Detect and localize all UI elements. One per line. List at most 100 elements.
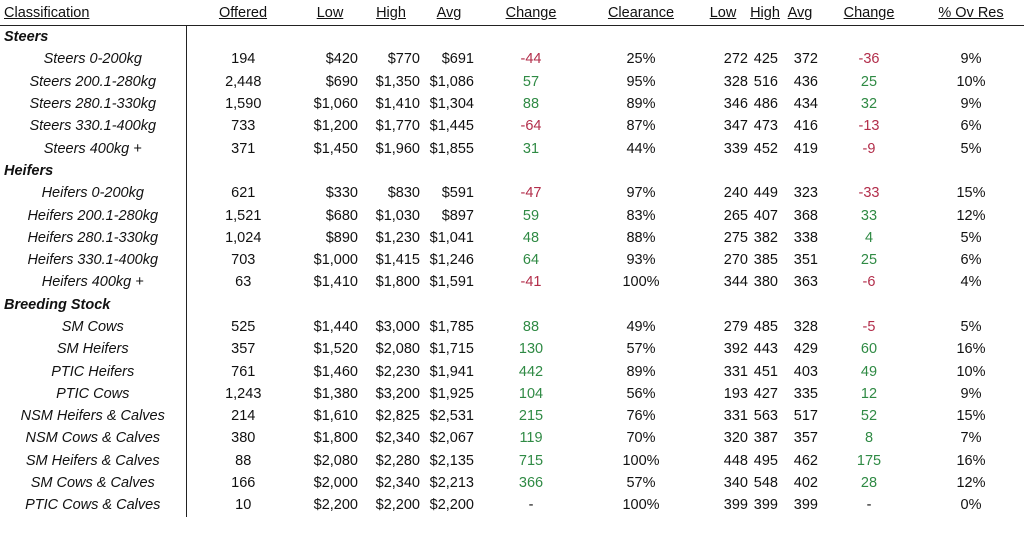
cell-avg-c-kg: 363 [793, 274, 818, 291]
cell-clearance: 25% [626, 51, 656, 68]
cell-low: $1,410 [313, 274, 358, 291]
cell-avg: $1,785 [429, 319, 474, 335]
cell-high-c-kg: 385 [753, 252, 778, 269]
cell-high: $2,200 [375, 497, 420, 514]
cell-offered: 1,590 [225, 96, 262, 113]
cell-high-c-kg: 382 [753, 229, 778, 246]
cell-avg-c-kg: 517 [793, 408, 818, 425]
cell-low-c-kg: 399 [723, 497, 748, 514]
cell-low-c-kg: 240 [723, 185, 748, 202]
cell-change [476, 160, 586, 182]
cell-change: 715 [518, 452, 544, 469]
cell-high-c-kg: 485 [753, 319, 778, 335]
cell-change [476, 294, 586, 316]
cell-offered: 1,243 [225, 385, 262, 402]
table-row: SM Cows & Calves 166 $2,000 $2,340 $2,213 366… [0, 471, 1024, 495]
cell-offered: 88 [235, 452, 252, 469]
cell-change: -64 [520, 118, 542, 135]
cell-clearance: 57% [626, 341, 656, 358]
cell-avg-c-kg: 372 [793, 51, 818, 68]
classification-cell: SM Cows [0, 315, 187, 339]
cell-low-c-kg: 193 [723, 385, 748, 402]
cell-high-c-kg: 452 [753, 140, 778, 157]
cell-low [300, 160, 360, 182]
table-row: Steers 400kg + 371 $1,450 $1,960 $1,855 31 44%… [0, 137, 1024, 160]
table-row: Steers 200.1-280kg 2,448 $690 $1,350 $1,086 5… [0, 70, 1024, 93]
cell-clearance: 89% [626, 363, 656, 380]
cell-avg [422, 26, 476, 49]
cell-avg-c-kg: 419 [793, 140, 818, 157]
classification-cell: Steers 280.1-330kg [0, 92, 187, 116]
cell-over-reserve: 9% [960, 385, 982, 402]
table-row: SM Heifers & Calves 88 $2,080 $2,280 $2,135 7… [0, 449, 1024, 472]
cell-change-c-kg [820, 294, 918, 316]
cell-change: 88 [522, 96, 540, 113]
cell-over-reserve: 9% [960, 51, 982, 68]
cell-high: $1,410 [375, 96, 420, 113]
cell-over-reserve [918, 160, 1024, 182]
cell-low: $1,610 [313, 408, 358, 425]
cell-change-c-kg: 25 [860, 73, 878, 90]
cell-avg: $1,304 [429, 96, 474, 113]
header-high-c-kg: High [750, 4, 780, 21]
cell-low: $680 [325, 207, 358, 224]
classification-cell: SM Heifers & Calves [0, 449, 187, 472]
cell-low-c-kg: 347 [723, 118, 748, 135]
cell-change: - [528, 497, 534, 514]
cell-avg: $591 [441, 185, 474, 202]
cell-low-c-kg [696, 26, 750, 49]
classification-cell: NSM Cows & Calves [0, 427, 187, 450]
cell-offered: 166 [231, 475, 256, 492]
table-header: Classification Offered Low High Avg Chan… [0, 0, 1024, 26]
cell-high-c-kg: 473 [753, 118, 778, 135]
cell-clearance: 93% [626, 252, 656, 269]
cell-offered [186, 26, 300, 49]
cell-high-c-kg: 451 [753, 363, 778, 380]
cell-change: -44 [520, 51, 542, 68]
cell-avg [422, 160, 476, 182]
cell-high-c-kg: 516 [753, 73, 778, 90]
cell-over-reserve: 5% [960, 140, 982, 157]
cell-high: $1,415 [375, 252, 420, 269]
cell-high: $2,340 [375, 475, 420, 492]
cell-high-c-kg: 399 [753, 497, 778, 514]
cell-clearance: 89% [626, 96, 656, 113]
cell-high [360, 294, 422, 316]
cell-high-c-kg [750, 160, 780, 182]
cell-low-c-kg: 392 [723, 341, 748, 358]
cell-low-c-kg: 272 [723, 51, 748, 68]
cell-low: $1,440 [313, 319, 358, 335]
cell-avg-c-kg: 429 [793, 341, 818, 358]
cell-low-c-kg: 328 [723, 73, 748, 90]
table-row: PTIC Cows 1,243 $1,380 $3,200 $1,925 104 56% 19… [0, 382, 1024, 406]
cell-high: $1,960 [375, 140, 420, 157]
table-row: Steers 330.1-400kg 733 $1,200 $1,770 $1,445 -… [0, 115, 1024, 138]
group-label: Steers [0, 25, 187, 49]
cell-change-c-kg: 12 [860, 385, 878, 402]
classification-cell: Steers 330.1-400kg [0, 115, 187, 138]
table-row: Steers 0-200kg 194 $420 $770 $691 -44 25% 272 42… [0, 48, 1024, 71]
cell-avg: $1,925 [429, 385, 474, 402]
cell-change-c-kg: - [866, 497, 872, 514]
cell-high-c-kg: 548 [753, 475, 778, 492]
cell-low-c-kg: 339 [723, 140, 748, 157]
cell-over-reserve: 12% [956, 475, 986, 492]
group-label: Breeding Stock [0, 293, 187, 316]
cell-high-c-kg: 427 [753, 385, 778, 402]
cell-offered: 1,521 [225, 207, 262, 224]
cell-change-c-kg [820, 160, 918, 182]
cell-avg: $1,086 [429, 73, 474, 90]
cell-over-reserve [918, 26, 1024, 49]
cell-offered: 63 [235, 274, 252, 291]
classification-cell: Heifers 200.1-280kg [0, 204, 187, 227]
classification-cell: SM Heifers [0, 338, 187, 361]
cell-clearance: 44% [626, 140, 656, 157]
cell-avg: $897 [441, 207, 474, 224]
cell-low: $1,520 [313, 341, 358, 358]
cell-over-reserve: 5% [960, 229, 982, 246]
cell-low: $1,380 [313, 385, 358, 402]
group-row: Heifers [0, 159, 1024, 183]
cell-low [300, 26, 360, 49]
cell-avg: $1,855 [429, 140, 474, 157]
cell-low-c-kg: 265 [723, 207, 748, 224]
